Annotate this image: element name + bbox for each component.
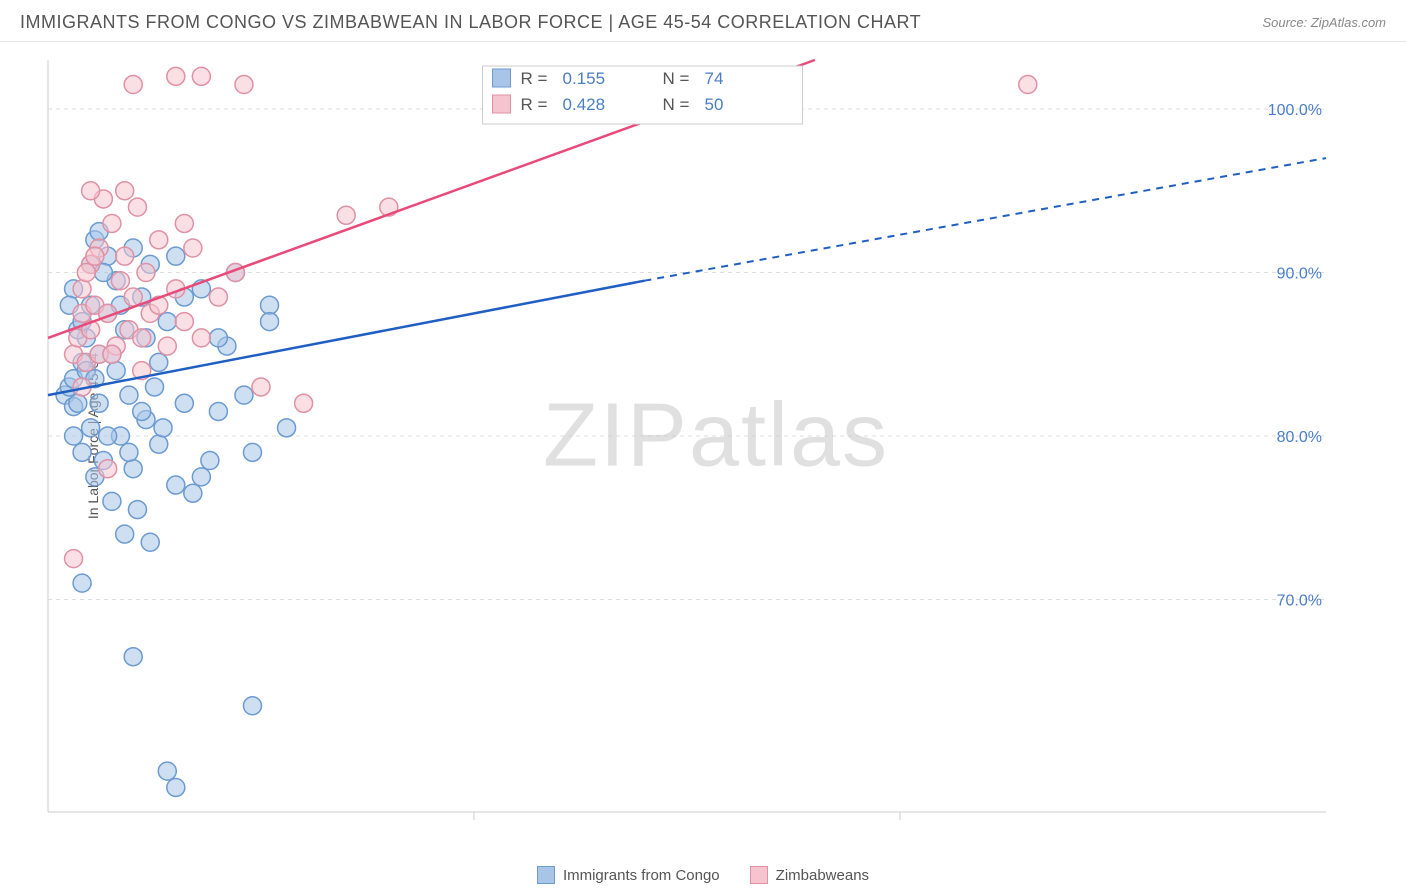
- svg-text:74: 74: [705, 69, 724, 88]
- svg-text:90.0%: 90.0%: [1277, 266, 1322, 283]
- chart-area: In Labor Force | Age 45-54 70.0%80.0%90.…: [46, 50, 1386, 822]
- svg-text:R =: R =: [521, 95, 548, 114]
- chart-title: IMMIGRANTS FROM CONGO VS ZIMBABWEAN IN L…: [20, 12, 921, 33]
- legend-swatch-zimbabwe: [750, 866, 768, 884]
- svg-text:80.0%: 80.0%: [1277, 429, 1322, 446]
- legend-item-zimbabwe: Zimbabweans: [750, 866, 869, 884]
- scatter-plot: 70.0% 80.0% 90.0% 100.0% R = 0.155 N = 74 R = 0.4…: [46, 50, 1386, 822]
- svg-text:R =: R =: [521, 69, 548, 88]
- svg-text:0.428: 0.428: [563, 95, 606, 114]
- legend-swatch-congo: [537, 866, 555, 884]
- svg-text:50: 50: [705, 95, 724, 114]
- svg-text:100.0%: 100.0%: [1268, 102, 1322, 119]
- svg-text:0.155: 0.155: [563, 69, 606, 88]
- chart-header: IMMIGRANTS FROM CONGO VS ZIMBABWEAN IN L…: [0, 0, 1406, 42]
- source-attribution: Source: ZipAtlas.com: [1262, 15, 1386, 30]
- legend-label-congo: Immigrants from Congo: [563, 867, 720, 884]
- legend-item-congo: Immigrants from Congo: [537, 866, 720, 884]
- bottom-legend: Immigrants from Congo Zimbabweans: [0, 866, 1406, 884]
- svg-text:N =: N =: [663, 69, 690, 88]
- svg-text:70.0%: 70.0%: [1277, 592, 1322, 609]
- svg-text:N =: N =: [663, 95, 690, 114]
- legend-label-zimbabwe: Zimbabweans: [776, 867, 869, 884]
